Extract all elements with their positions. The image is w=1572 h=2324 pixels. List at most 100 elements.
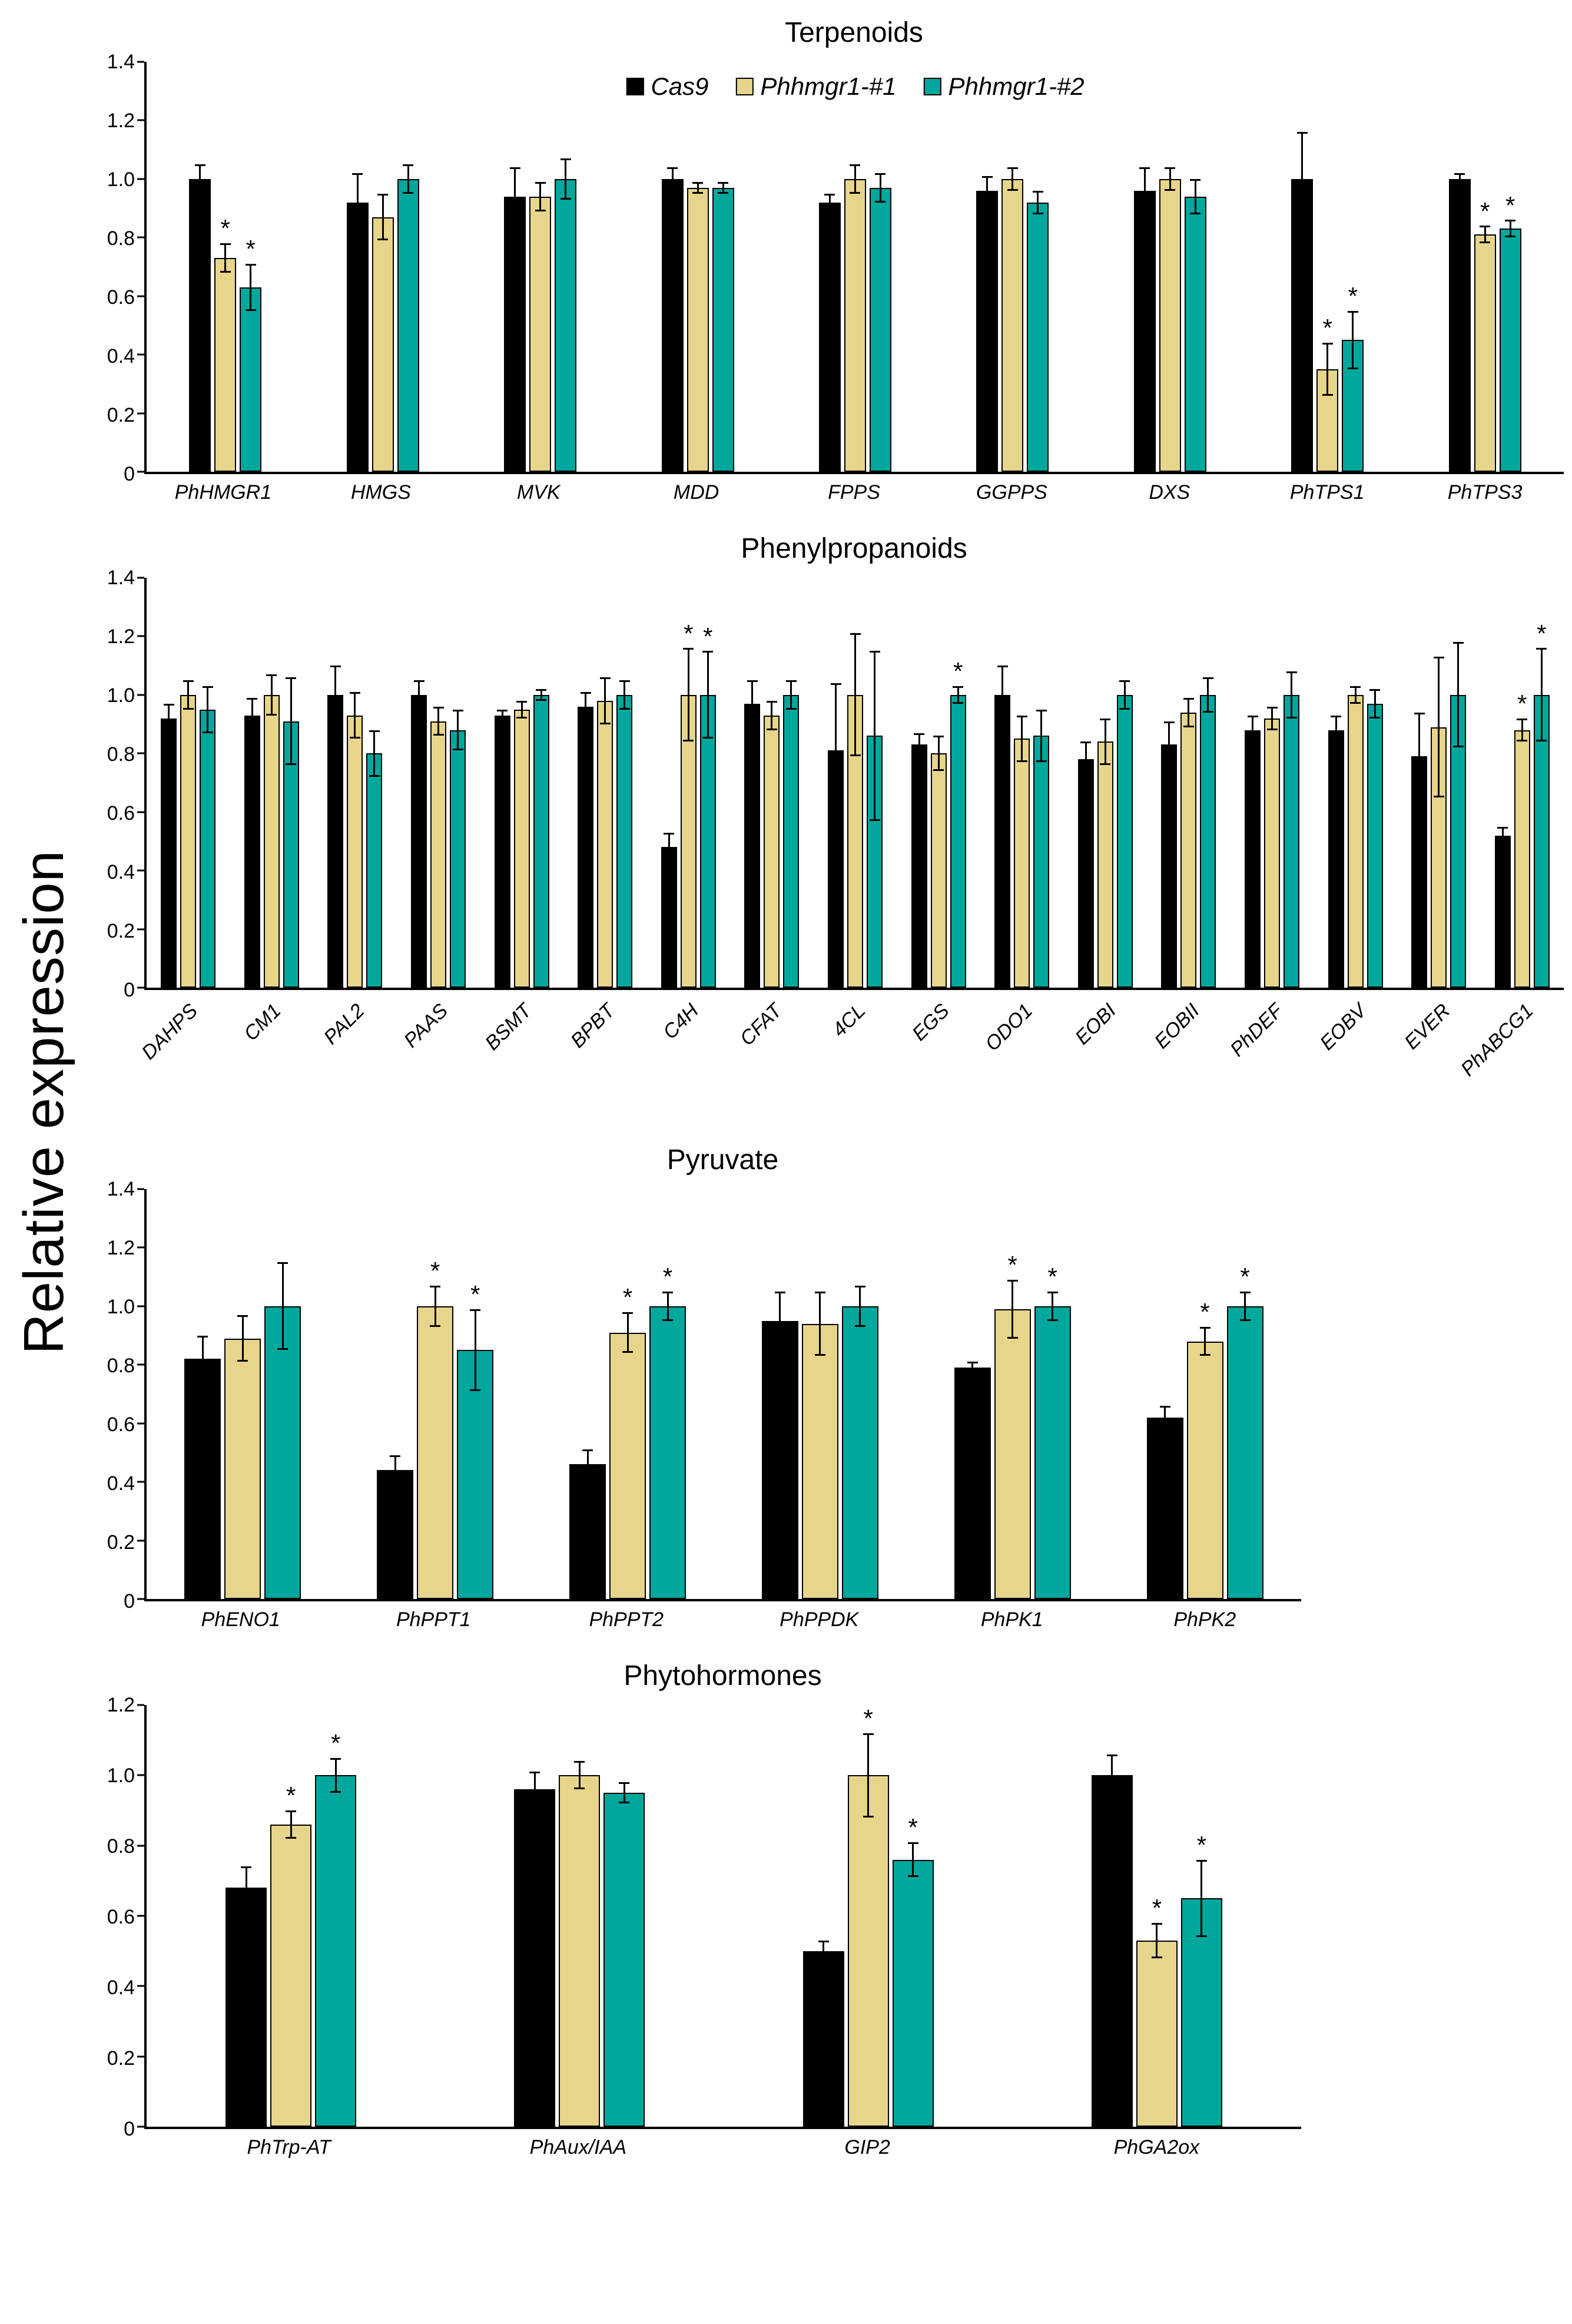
x-tick-label: PhPPDK bbox=[723, 1608, 916, 1631]
error-bar bbox=[286, 677, 297, 766]
significance-asterisk: * bbox=[470, 1280, 480, 1309]
bar bbox=[661, 847, 677, 988]
error-bar bbox=[330, 1757, 341, 1793]
error-bar bbox=[1202, 677, 1213, 713]
y-tick-label: 0.2 bbox=[107, 920, 135, 942]
legend-swatch bbox=[626, 78, 644, 95]
significance-asterisk: * bbox=[286, 1782, 296, 1810]
y-tick-mark bbox=[137, 1246, 144, 1249]
error-bar bbox=[1414, 712, 1425, 800]
bar-slot bbox=[372, 62, 394, 472]
error-bar bbox=[582, 1449, 593, 1479]
y-tick-label: 1.0 bbox=[107, 684, 135, 707]
significance-asterisk: * bbox=[220, 214, 230, 243]
x-tick-label: PAAS bbox=[394, 995, 478, 1115]
bar-group: * * bbox=[147, 1705, 435, 2127]
x-tick-label: EGS bbox=[896, 995, 979, 1115]
error-bar bbox=[747, 680, 758, 727]
error-bar bbox=[1505, 220, 1516, 238]
bar-group bbox=[1397, 578, 1481, 988]
y-tick-label: 0 bbox=[124, 2118, 135, 2140]
error-bar bbox=[1286, 671, 1297, 719]
error-bar bbox=[914, 733, 925, 757]
bar-slot bbox=[1001, 62, 1024, 472]
significance-asterisk: * bbox=[1007, 1251, 1017, 1279]
error-bar bbox=[1139, 167, 1150, 214]
charts-column: Terpenoids 0 0.2 0.4 0.6 0.8 1.0 1.2 1.4 Cas9 Ph… bbox=[88, 16, 1564, 2187]
bar bbox=[1001, 178, 1024, 472]
bar-group: * * bbox=[532, 1189, 724, 1599]
bar-slot bbox=[1027, 62, 1049, 472]
error-bar bbox=[241, 1866, 252, 1909]
error-bar bbox=[1239, 1292, 1251, 1321]
bar-slot bbox=[411, 578, 427, 988]
legend: Cas9 Phhmgr1-#1 Phhmgr1-#2 bbox=[626, 72, 1085, 101]
bar bbox=[1367, 703, 1383, 988]
x-tick-label-text: PhGA2ox bbox=[1113, 2136, 1200, 2159]
bar bbox=[372, 217, 394, 472]
bar bbox=[513, 709, 530, 988]
bar-group: * bbox=[897, 578, 980, 988]
x-tick-label-text: BSMT bbox=[480, 999, 536, 1055]
bar bbox=[1184, 196, 1206, 472]
bar bbox=[1133, 190, 1156, 472]
x-tick-label-text: PhPPT2 bbox=[589, 1608, 664, 1631]
bar bbox=[994, 694, 1011, 988]
legend-item: Phhmgr1-#1 bbox=[735, 72, 897, 101]
x-tick-label: PhPK2 bbox=[1109, 1608, 1302, 1631]
bar bbox=[529, 196, 552, 472]
bar-group: * * bbox=[147, 62, 304, 472]
error-bar bbox=[1151, 1922, 1162, 1958]
bar bbox=[1034, 1306, 1071, 1599]
error-bar bbox=[718, 181, 729, 194]
x-tick-label-text: PhTPS1 bbox=[1289, 481, 1365, 504]
error-bar bbox=[863, 1733, 874, 1818]
bar bbox=[1136, 1940, 1178, 2127]
bar-slot: * bbox=[457, 1189, 494, 1599]
bar-group bbox=[724, 1189, 916, 1599]
bar bbox=[283, 721, 299, 988]
x-tick-label-text: PAAS bbox=[400, 999, 453, 1052]
error-bar bbox=[580, 691, 591, 721]
x-tick-label-text: PhPK1 bbox=[980, 1608, 1043, 1631]
error-bar bbox=[247, 697, 258, 733]
bar bbox=[649, 1306, 686, 1599]
y-tick-mark bbox=[137, 1481, 144, 1483]
bar bbox=[270, 1824, 312, 2127]
bar-slot bbox=[818, 62, 841, 472]
x-tick-label: PhTPS3 bbox=[1406, 481, 1564, 504]
bar-group bbox=[147, 578, 230, 988]
y-tick-mark bbox=[137, 353, 144, 356]
significance-asterisk: * bbox=[1240, 1263, 1250, 1291]
error-bar bbox=[1190, 178, 1201, 214]
error-bar bbox=[1100, 718, 1111, 766]
error-bar bbox=[163, 703, 174, 733]
bar-group bbox=[814, 578, 897, 988]
bar-group bbox=[563, 578, 647, 988]
error-bar bbox=[352, 173, 363, 232]
error-bar bbox=[1266, 706, 1278, 730]
bar-slot bbox=[244, 578, 260, 988]
error-bar bbox=[470, 1309, 481, 1392]
bar bbox=[450, 730, 466, 988]
error-bar bbox=[622, 1312, 634, 1353]
bar-slot bbox=[783, 578, 800, 988]
error-bar bbox=[662, 1292, 674, 1321]
bar bbox=[680, 694, 697, 988]
significance-asterisk: * bbox=[1480, 197, 1490, 225]
x-tick-label: PhTPS1 bbox=[1248, 481, 1406, 504]
bar-slot: * bbox=[1316, 62, 1339, 472]
chart-pyruvate: Pyruvate 0 0.2 0.4 0.6 0.8 1.0 1.2 1.4 * * * * * * * *… bbox=[88, 1144, 1301, 1631]
y-tick-mark bbox=[137, 1845, 144, 1847]
error-bar bbox=[599, 677, 611, 724]
x-tick-label: PAL2 bbox=[311, 995, 395, 1115]
y-tick-mark bbox=[137, 869, 144, 872]
x-tick-label: HMGS bbox=[302, 481, 460, 504]
bar-slot bbox=[1494, 578, 1511, 988]
bar bbox=[346, 202, 369, 472]
bar-group bbox=[304, 62, 461, 472]
x-tick-label-text: PhTrp-AT bbox=[247, 2136, 331, 2159]
x-tick-label: MDD bbox=[618, 481, 775, 504]
figure-panel: Relative expression Terpenoids 0 0.2 0.4 0.… bbox=[12, 16, 1564, 2187]
x-tick-label: 4CL bbox=[812, 995, 896, 1115]
